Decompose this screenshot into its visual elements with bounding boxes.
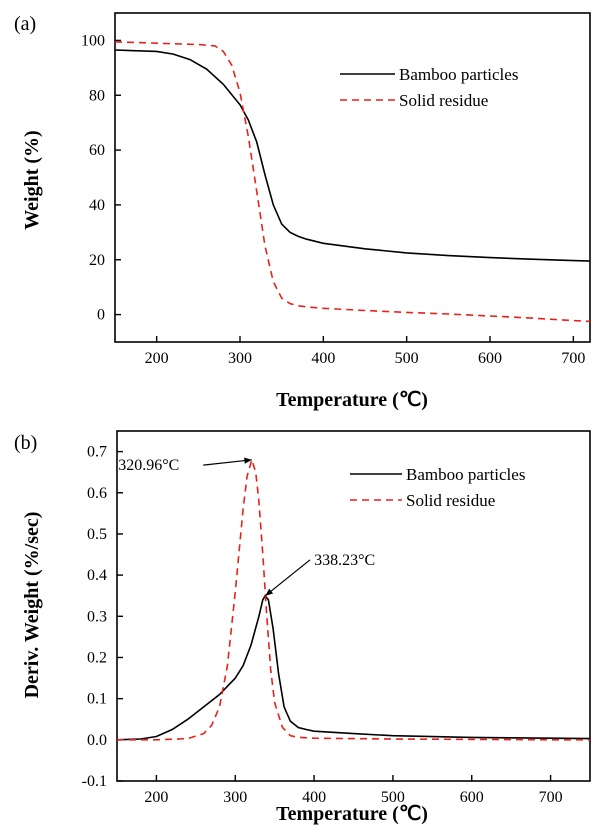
x-tick-label: 200 [145,350,169,367]
x-tick-label: 700 [539,789,563,806]
panel-b-ticks: 200 300 400 500 600 700 -0.1 0.0 0.1 0.2 0.3 0.4 0.5… [82,444,563,806]
y-tick-label: 60 [89,142,105,159]
x-tick-label: 200 [144,789,168,806]
y-tick-label: 100 [81,32,105,49]
panel-b-label: (b) [14,432,37,454]
y-tick-label: 0.2 [87,649,107,666]
legend-label-solid-residue: Solid residue [399,91,488,110]
panel-b-legend: Bamboo particles Solid residue [350,465,525,510]
annotation-arrowhead [244,457,252,464]
panel-a: (a) 200 300 400 500 600 700 0 20 40 60 80 100 Bambo… [14,12,591,411]
legend-label-bamboo-particles: Bamboo particles [406,465,525,484]
x-tick-label: 700 [561,350,585,367]
series-line-bamboo-particles [114,49,591,262]
panel-b-x-axis-title: Temperature (℃) [276,803,428,825]
panel-b: (b) 200 300 400 500 600 700 -0.1 0.0 0.1 0.2 0.3 0.… [14,430,591,825]
annotation-arrowhead [265,588,274,596]
x-tick-label: 300 [223,789,247,806]
x-tick-label: 600 [478,350,502,367]
panel-b-annotations: 320.96°C 338.23°C [118,457,375,597]
series-line-solid-residue [114,41,591,323]
annotation-label: 338.23°C [314,552,375,569]
series-line-solid-residue [117,457,590,741]
y-tick-label: 0.5 [87,526,107,543]
panel-a-legend: Bamboo particles Solid residue [340,65,518,110]
panel-a-label: (a) [14,13,36,35]
panel-b-plot-frame [116,430,591,782]
x-tick-label: 500 [395,350,419,367]
y-tick-label: 0.1 [87,691,107,708]
x-tick-label: 400 [311,350,335,367]
panel-a-y-axis-title: Weight (%) [21,130,43,229]
panel-a-ticks: 200 300 400 500 600 700 0 20 40 60 80 100 [81,32,585,367]
x-tick-label: 400 [302,789,326,806]
legend-label-solid-residue: Solid residue [406,491,495,510]
panel-b-y-axis-title: Deriv. Weight (%/sec) [21,512,43,699]
panel-a-plot-frame [114,12,591,343]
annotation-arrow [203,459,252,466]
x-tick-label: 600 [460,789,484,806]
y-tick-label: 80 [89,87,105,104]
annotation-label: 320.96°C [118,457,179,474]
x-tick-label: 500 [381,789,405,806]
panel-a-x-axis-title: Temperature (℃) [276,389,428,411]
y-tick-label: 0.0 [87,732,107,749]
y-tick-label: 20 [89,252,105,269]
series-line-bamboo-particles [116,594,591,741]
y-tick-label: 0 [97,307,105,324]
panel-a-series [114,41,591,323]
y-tick-label: 0.6 [87,485,107,502]
y-tick-label: 0.7 [87,444,107,461]
annotation-arrow [265,559,311,597]
x-tick-label: 300 [228,350,252,367]
legend-label-bamboo-particles: Bamboo particles [399,65,518,84]
panel-b-series [116,457,591,741]
y-tick-label: -0.1 [82,773,107,790]
y-tick-label: 40 [89,197,105,214]
y-tick-label: 0.4 [87,567,107,584]
y-tick-label: 0.3 [87,608,107,625]
